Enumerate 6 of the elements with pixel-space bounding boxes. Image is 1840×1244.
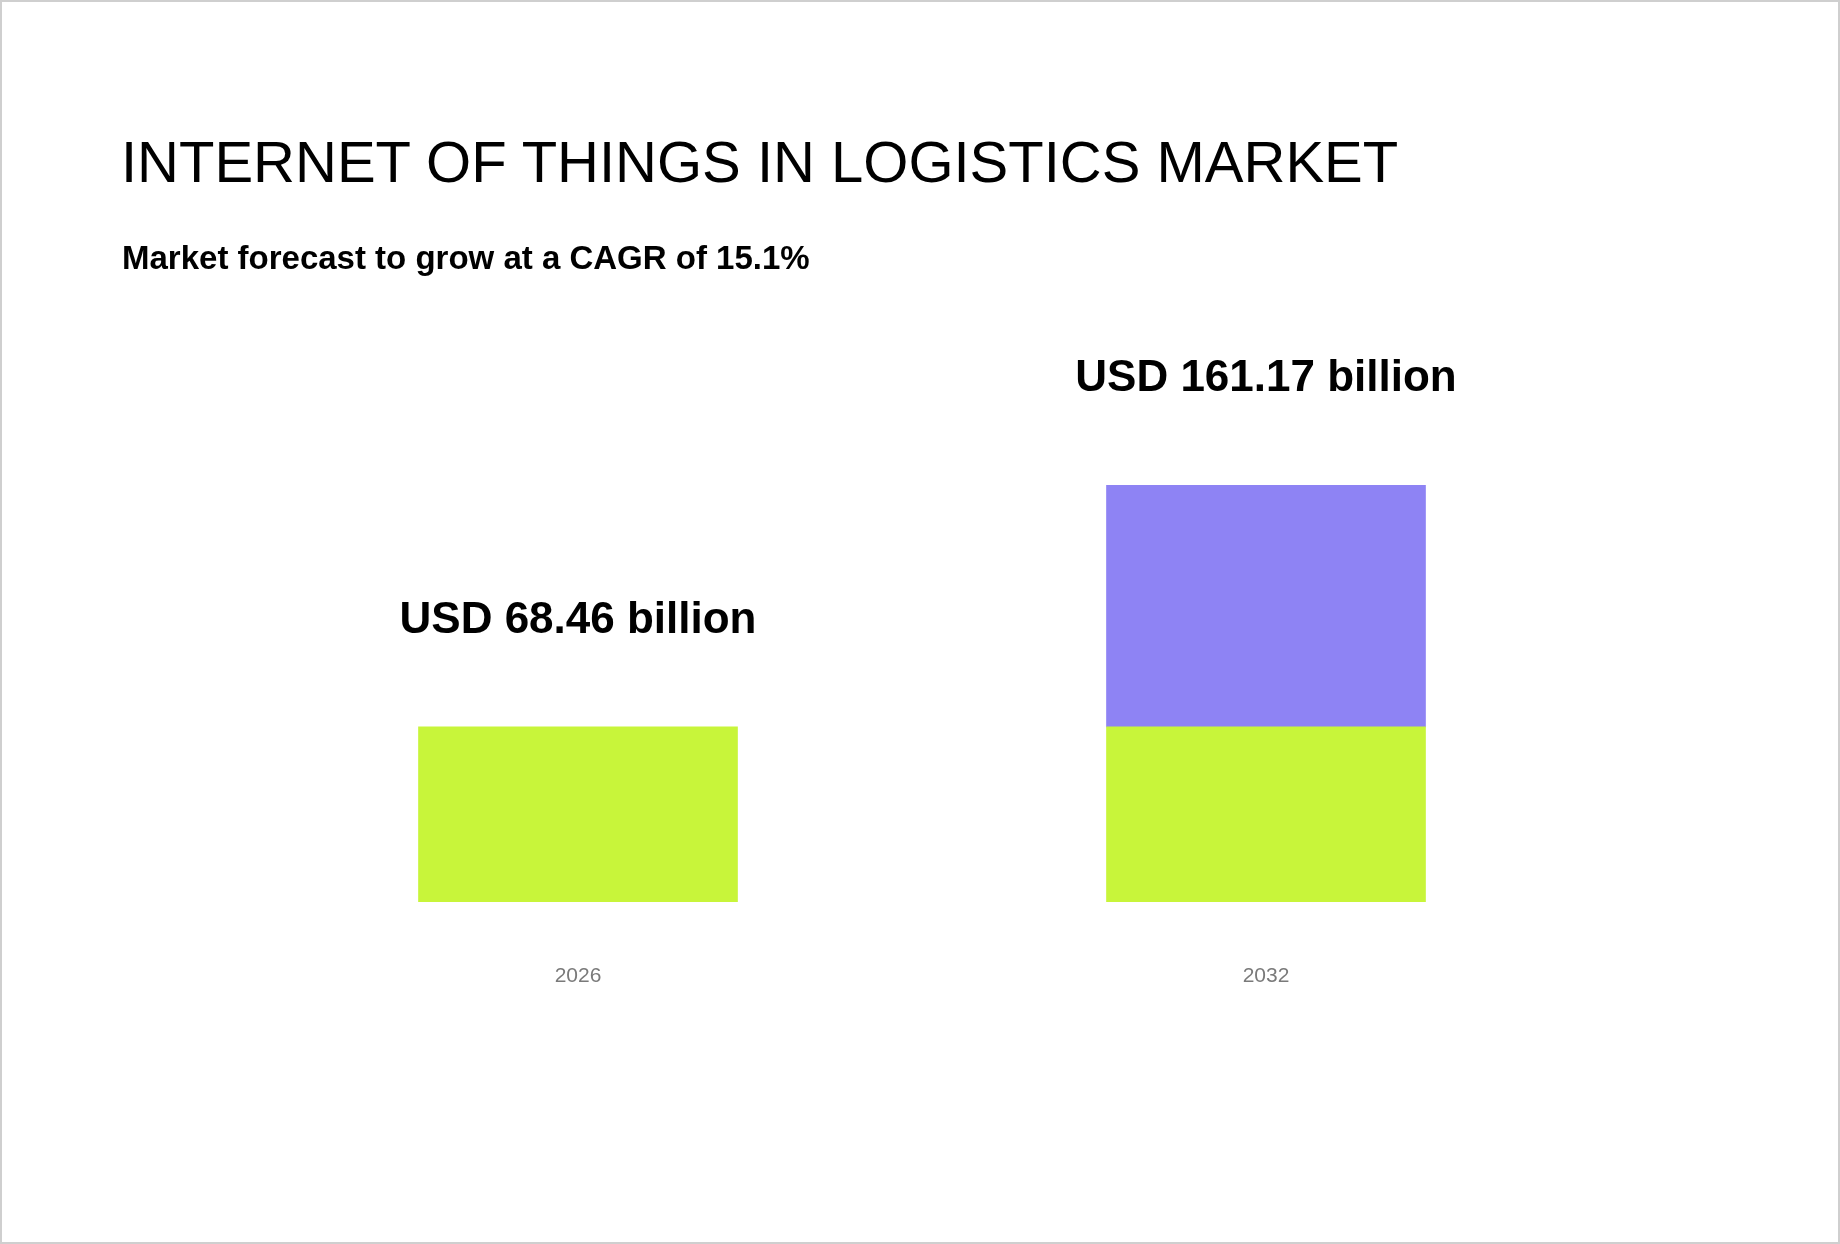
total-label: USD 161.17 billion	[1075, 351, 1457, 401]
chart-title: INTERNET OF THINGS IN LOGISTICS MARKET	[121, 129, 1399, 194]
x-tick-label: 2032	[1242, 963, 1290, 987]
chart-subtitle: Market forecast to grow at a CAGR of 15.1%	[122, 238, 810, 278]
total-label: USD 68.46 billion	[399, 593, 757, 642]
x-tick-label: 2026	[554, 963, 602, 987]
